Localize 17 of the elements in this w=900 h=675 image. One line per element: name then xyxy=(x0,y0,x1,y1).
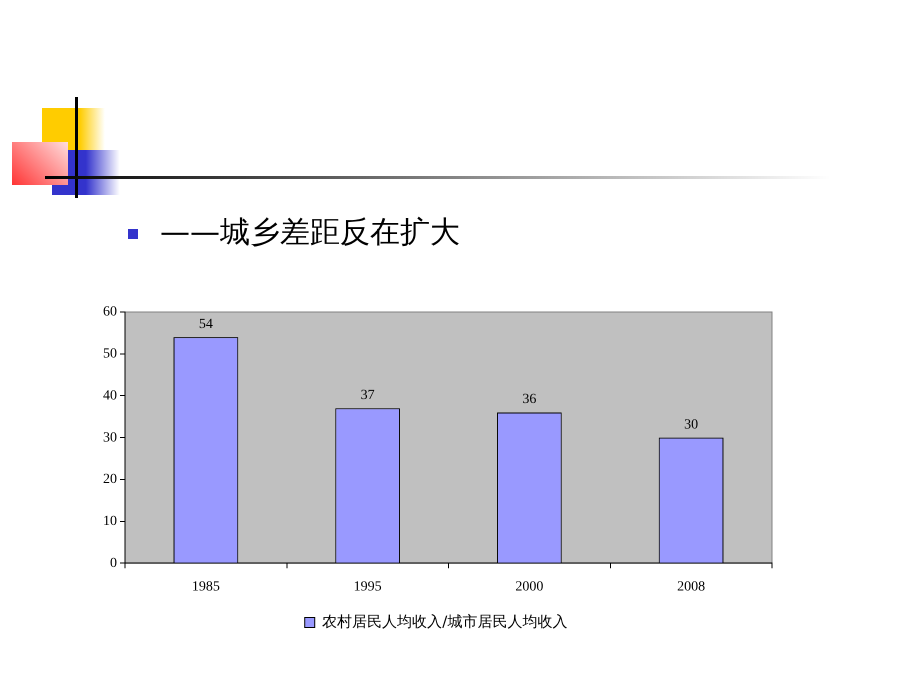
x-tick-label: 1985 xyxy=(192,579,220,594)
chart-title: ——城乡差距反在扩大 xyxy=(160,214,460,252)
y-tick-label: 0 xyxy=(110,556,117,571)
legend-label: 农村居民人均收入/城市居民人均收入 xyxy=(322,612,568,630)
y-tick-label: 40 xyxy=(103,388,117,404)
data-label: 54 xyxy=(198,316,213,332)
data-label: 36 xyxy=(522,392,536,408)
y-tick-label: 10 xyxy=(103,514,117,530)
y-tick-label: 60 xyxy=(103,304,117,320)
x-tick-label: 2000 xyxy=(515,579,544,594)
data-label: 37 xyxy=(360,388,375,403)
y-tick-label: 20 xyxy=(103,472,117,488)
data-label: 30 xyxy=(684,417,698,432)
y-tick-label: 30 xyxy=(103,430,117,446)
x-tick-label: 1995 xyxy=(354,579,382,594)
x-tick-label: 2008 xyxy=(677,579,706,594)
y-tick-label: 50 xyxy=(103,346,117,362)
